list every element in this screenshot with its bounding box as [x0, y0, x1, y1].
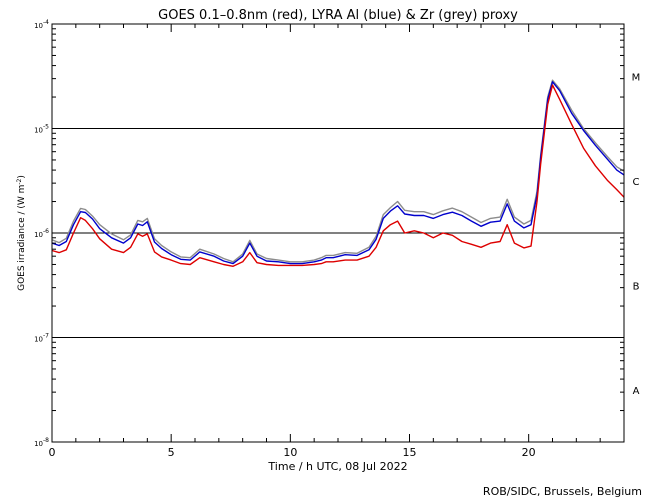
y-tick-base: 10 — [34, 22, 43, 30]
x-tick-label: 0 — [49, 446, 56, 459]
x-axis: 0 5 10 15 20 — [49, 24, 625, 459]
y-tick-exponent: -7 — [43, 333, 49, 340]
credit-text: ROB/SIDC, Brussels, Belgium — [483, 485, 642, 498]
x-axis-label: Time / h UTC, 08 Jul 2022 — [267, 460, 407, 473]
y-tick-label: 10-5 — [34, 124, 49, 135]
y-tick-exponent: -5 — [43, 124, 49, 131]
flare-class-label-a: A — [633, 386, 640, 397]
y-axis-label-close: ) — [17, 175, 27, 179]
y-axis-label-text: GOES irradiance / (W m — [17, 185, 27, 291]
x-tick-label: 10 — [283, 446, 297, 459]
series-line-goes-0-1-0-8nm — [51, 84, 625, 267]
y-tick-label: 10-7 — [34, 333, 49, 344]
y-axis-label: GOES irradiance / (W m-2) — [16, 175, 27, 291]
series-layer — [51, 79, 625, 267]
x-tick-label: 15 — [403, 446, 417, 459]
y-tick-label: 10-4 — [34, 19, 49, 30]
flare-class-label-c: C — [633, 177, 640, 188]
chart-title: GOES 0.1–0.8nm (red), LYRA Al (blue) & Z… — [158, 8, 518, 23]
y-tick-base: 10 — [34, 336, 43, 344]
x-tick-label: 20 — [522, 446, 536, 459]
flare-class-labels: M C B A — [632, 72, 641, 397]
y-tick-label: 10-8 — [34, 437, 49, 448]
y-axis: 10-410-510-610-710-8 — [34, 19, 624, 448]
y-tick-exponent: -8 — [43, 437, 49, 444]
y-tick-base: 10 — [34, 231, 43, 239]
y-tick-label: 10-6 — [34, 228, 49, 239]
y-tick-exponent: -4 — [43, 19, 49, 26]
series-line-lyra-zr-proxy — [51, 79, 625, 263]
y-tick-exponent: -6 — [43, 228, 49, 235]
y-axis-label-exponent: -2 — [16, 178, 23, 184]
y-tick-base: 10 — [34, 440, 43, 448]
flare-threshold-lines — [52, 128, 624, 338]
y-tick-base: 10 — [34, 127, 43, 135]
flare-class-label-b: B — [633, 281, 640, 292]
x-tick-label: 5 — [168, 446, 175, 459]
flare-class-label-m: M — [632, 72, 641, 83]
series-line-lyra-al-proxy — [51, 81, 625, 265]
